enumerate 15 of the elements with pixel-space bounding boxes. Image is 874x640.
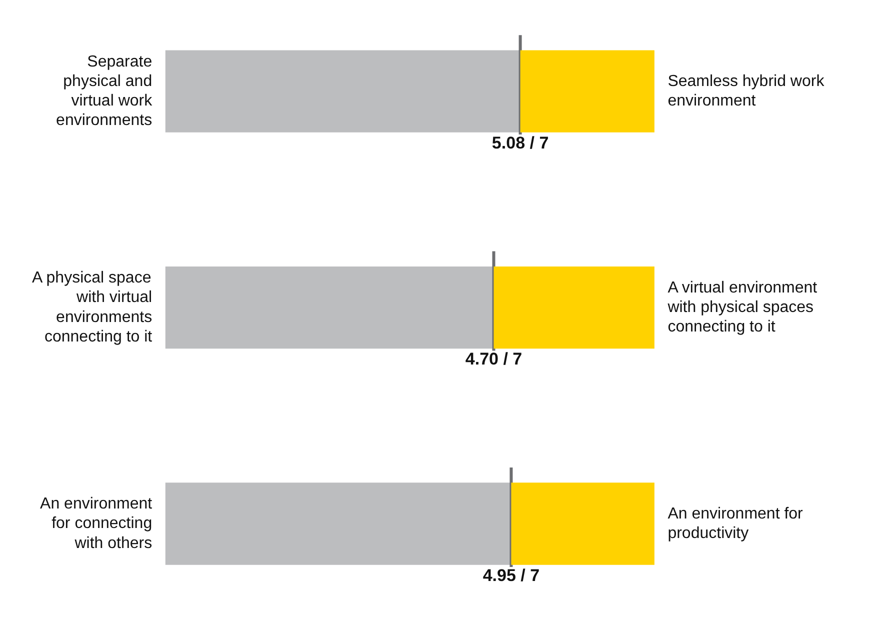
- bar: [520, 50, 654, 132]
- y-tick-label: A physical space with virtual environments connecting to it: [32, 270, 153, 346]
- y-tick-label: An environment for connecting with others: [40, 496, 153, 552]
- y-tick-label: Separate physical and virtual work environments: [56, 53, 154, 130]
- text: A virtual environment with physical spaces connecting to it: [666, 279, 818, 336]
- data-label: 4.70 / 7: [465, 350, 522, 369]
- bar: [165, 482, 512, 565]
- bar: [511, 482, 654, 565]
- data-label: 4.95 / 7: [482, 566, 540, 585]
- bar: [494, 266, 654, 349]
- data-label: 5.08 / 7: [492, 133, 549, 152]
- bar: [165, 50, 520, 132]
- bar: [165, 266, 494, 349]
- text: Seamless hybrid work environment: [668, 73, 826, 110]
- text: An environment for productivity: [668, 505, 804, 542]
